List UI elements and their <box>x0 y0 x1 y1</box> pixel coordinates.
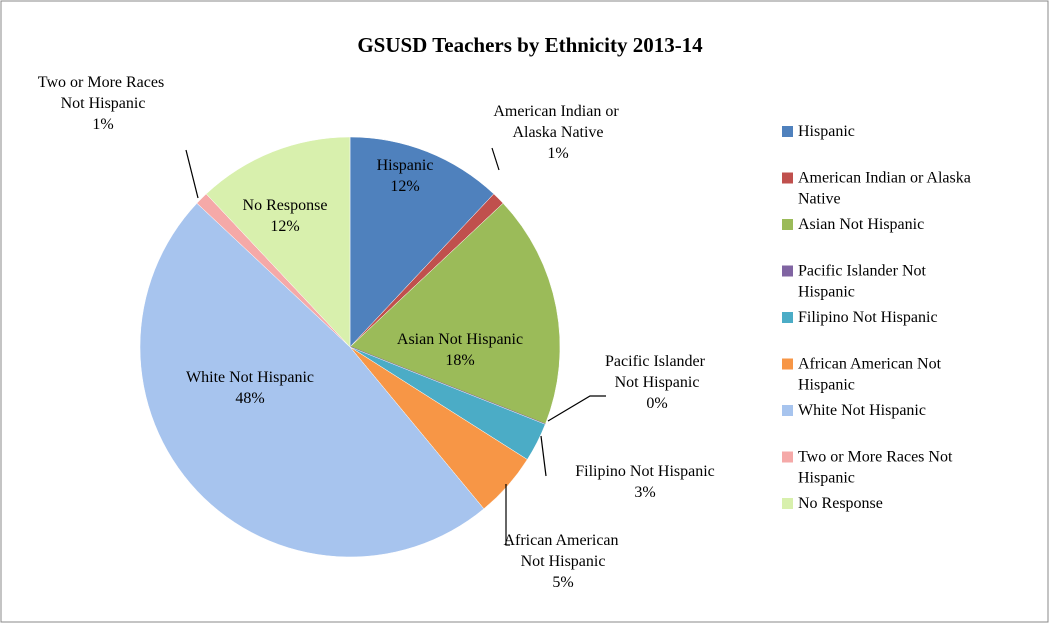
data-label-name: Hispanic <box>377 157 434 174</box>
legend-label: Asian Not Hispanic <box>798 216 924 233</box>
legend-label: White Not Hispanic <box>798 402 926 419</box>
legend-swatch <box>782 358 793 370</box>
data-label: 1% <box>547 145 568 162</box>
legend-swatch <box>782 405 793 416</box>
legend-label: Hispanic <box>798 123 855 140</box>
data-label: 1% <box>92 116 113 133</box>
data-label: 18% <box>445 352 474 369</box>
legend-swatch <box>782 312 793 323</box>
data-label-name: Pacific Islander Not Hispanic <box>605 353 709 391</box>
data-label-name: No Response <box>243 197 328 214</box>
legend-label: No Response <box>798 495 883 512</box>
data-label: 3% <box>634 484 655 501</box>
legend-swatch <box>782 451 793 463</box>
data-label: 0% <box>646 395 667 412</box>
data-label: 12% <box>390 178 419 195</box>
leader-line <box>540 435 547 477</box>
legend-swatch <box>782 126 793 137</box>
data-label-name: American Indian or Alaska Native <box>493 103 622 141</box>
data-label-name: Filipino Not Hispanic <box>575 463 715 480</box>
legend-label: Pacific Islander Not Hispanic <box>798 263 930 301</box>
data-label-name: Two or More Races Not Hispanic <box>38 74 168 112</box>
pie-slice <box>349 136 495 348</box>
pie-slice <box>205 136 351 348</box>
data-label-name: Asian Not Hispanic <box>397 331 523 348</box>
data-label: 5% <box>552 574 573 591</box>
leader-line <box>547 395 606 422</box>
legend-swatch <box>782 219 793 230</box>
legend-swatch <box>782 498 793 509</box>
legend-swatch <box>782 172 793 184</box>
legend-label: American Indian or Alaska Native <box>798 170 975 208</box>
leader-line <box>491 147 500 171</box>
data-label: 48% <box>235 390 264 407</box>
legend-label: Two or More Races Not Hispanic <box>798 449 956 487</box>
leader-line <box>185 149 199 199</box>
legend-swatch <box>782 265 793 277</box>
chart-title: GSUSD Teachers by Ethnicity 2013-14 <box>357 33 703 57</box>
data-label-name: White Not Hispanic <box>186 369 314 386</box>
data-label: 12% <box>270 218 299 235</box>
pie-slice <box>139 202 485 558</box>
legend-label: African American Not Hispanic <box>798 356 945 394</box>
pie-slice <box>349 202 561 425</box>
data-label-name: African American Not Hispanic <box>503 532 622 570</box>
legend-label: Filipino Not Hispanic <box>798 309 938 326</box>
leader-line <box>505 484 510 546</box>
